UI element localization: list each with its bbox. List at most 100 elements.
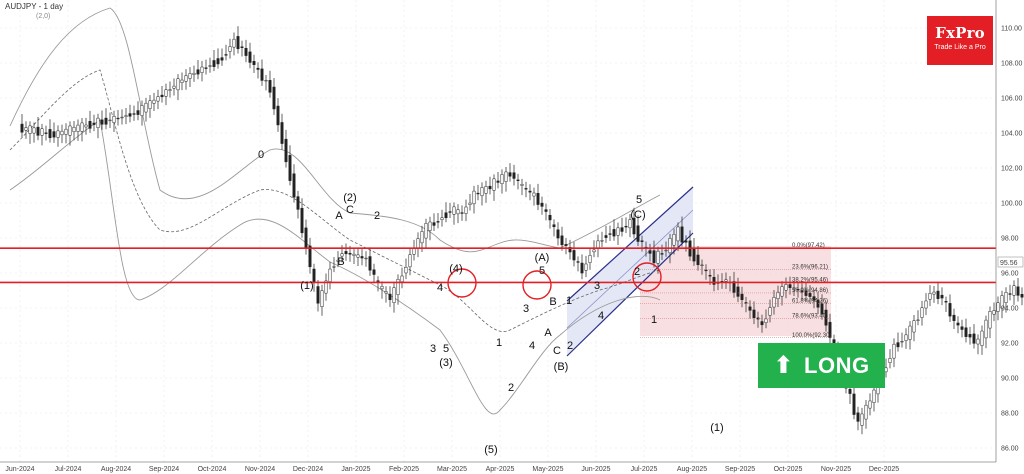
candle-body: [448, 211, 452, 213]
candle-body: [908, 325, 912, 340]
long-signal-badge: ⬆ LONG: [758, 343, 885, 388]
candle-body: [296, 196, 300, 210]
candle-body: [544, 209, 548, 212]
wave-label: 2: [374, 210, 380, 222]
x-tick-label: Oct-2024: [198, 466, 227, 473]
candle-body: [536, 193, 540, 205]
candle-body: [56, 130, 60, 138]
candle-body: [556, 229, 560, 239]
wave-label: 1: [651, 314, 657, 326]
wave-label: 2: [634, 266, 640, 278]
wave-label: 1: [496, 337, 502, 349]
fib-zone-group: [566, 186, 831, 357]
x-tick-label: Sep-2025: [725, 466, 755, 473]
candle-body: [348, 252, 352, 255]
candle-body: [408, 254, 412, 268]
candle-body: [996, 302, 1000, 312]
candle-body: [212, 60, 216, 67]
x-tick-label: Aug-2025: [677, 466, 707, 473]
candle-body: [604, 235, 608, 238]
candle-body: [940, 294, 944, 299]
candle-body: [656, 250, 660, 264]
candle-body: [944, 301, 948, 303]
candle-body: [288, 155, 292, 181]
candle-body: [1000, 295, 1004, 309]
candle-body: [856, 412, 860, 422]
candle-body: [468, 202, 472, 205]
candle-body: [104, 117, 108, 125]
candle-body: [580, 262, 584, 274]
candle-body: [900, 340, 904, 343]
fxpro-logo: FxPro Trade Like a Pro: [927, 16, 993, 65]
candle-body: [928, 293, 932, 300]
candle-body: [260, 68, 264, 81]
candle-body: [300, 207, 304, 234]
bollinger-middle: [9, 69, 661, 332]
candle-body: [196, 69, 200, 75]
wave-label: 5: [443, 343, 449, 355]
candle-body: [60, 130, 64, 136]
candle-body: [44, 132, 48, 134]
x-tick-label: Dec-2025: [869, 466, 899, 473]
candle-body: [268, 80, 272, 93]
candle-body: [584, 263, 588, 271]
y-tick-label: 98.00: [1001, 236, 1019, 243]
candle-body: [164, 89, 168, 97]
candle-body: [352, 253, 356, 256]
candle-body: [932, 291, 936, 295]
candle-body: [740, 293, 744, 300]
candle-body: [664, 249, 668, 252]
candle-body: [764, 318, 768, 323]
candle-body: [272, 86, 276, 110]
fib-level-label: 61.8%(94.26): [792, 298, 828, 304]
candle-body: [392, 287, 396, 303]
candle-body: [308, 245, 312, 268]
candle-body: [916, 319, 920, 321]
candle-body: [560, 235, 564, 246]
candle-body: [364, 257, 368, 260]
candle-body: [952, 314, 956, 321]
candle-body: [244, 48, 248, 56]
x-tick-label: Feb-2025: [389, 466, 419, 473]
x-tick-label: Jul-2025: [631, 466, 658, 473]
candle-body: [776, 291, 780, 299]
candle-body: [608, 233, 612, 235]
candle-body: [460, 212, 464, 214]
x-tick-label: Apr-2025: [486, 466, 515, 473]
candle-body: [136, 110, 140, 115]
candle-body: [528, 190, 532, 193]
candle-body: [532, 192, 536, 197]
candle-body: [176, 78, 180, 91]
candle-body: [160, 94, 164, 98]
candle-body: [864, 404, 868, 420]
candle-body: [924, 300, 928, 309]
y-tick-label: 100.00: [1001, 201, 1023, 208]
candle-body: [108, 119, 112, 122]
wave-label: 3: [523, 303, 529, 315]
candle-body: [1008, 293, 1012, 295]
candle-body: [768, 307, 772, 316]
candle-body: [744, 302, 748, 304]
highlight-circle: [522, 270, 552, 300]
x-tick-label: Jun-2025: [581, 466, 610, 473]
bollinger-upper: [9, 7, 661, 253]
candle-body: [72, 126, 76, 133]
y-tick-label: 96.00: [1001, 271, 1019, 278]
candle-body: [152, 99, 156, 104]
x-tick-label: Jun-2024: [5, 466, 34, 473]
price-channel: [567, 187, 693, 356]
bollinger-lower: [9, 119, 661, 415]
candle-body: [888, 358, 892, 363]
candle-body: [652, 250, 656, 263]
candle-body: [632, 217, 636, 235]
y-tick-label: 92.00: [1001, 341, 1019, 348]
fib-level-label: 23.6%(96.21): [792, 264, 828, 270]
candle-body: [684, 240, 688, 243]
candle-body: [968, 334, 972, 338]
grid: [0, 0, 996, 462]
wave-label: (B): [554, 361, 569, 373]
wave-label: A: [335, 210, 343, 222]
candle-body: [440, 217, 444, 221]
candle-body: [276, 105, 280, 126]
candle-body: [208, 65, 212, 67]
